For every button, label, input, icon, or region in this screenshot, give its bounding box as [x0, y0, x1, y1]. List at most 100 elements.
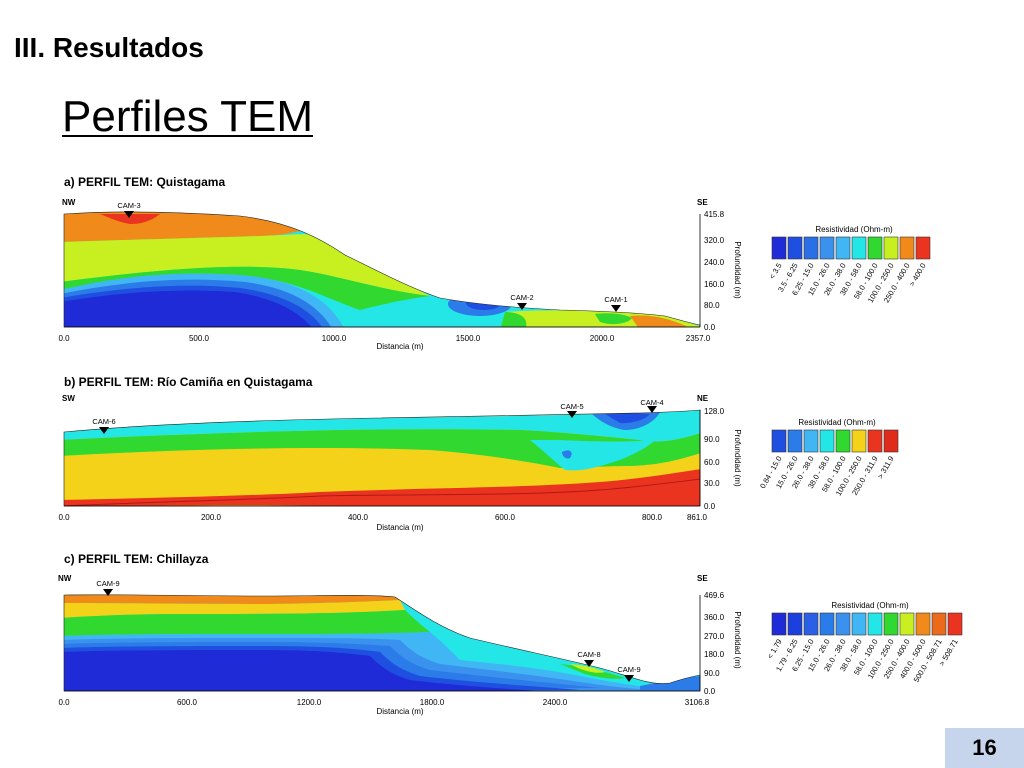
legend-title: Resistividad (Ohm-m) [815, 225, 893, 234]
x-tick-label: 600.0 [495, 513, 516, 522]
legend-swatch [883, 429, 899, 453]
legend-swatch [771, 236, 787, 260]
x-tick-label: 1000.0 [322, 334, 347, 343]
legend-swatch [867, 236, 883, 260]
depth-tick-label: 90.0 [704, 435, 720, 444]
legend-swatch [819, 236, 835, 260]
legend-swatch [851, 612, 867, 636]
legend-swatch [787, 429, 803, 453]
depth-tick-label: 30.0 [704, 479, 720, 488]
legend-swatch [771, 612, 787, 636]
legend-swatch [835, 612, 851, 636]
station-label: CAM-3 [117, 201, 140, 210]
depth-tick-label: 0.0 [704, 687, 716, 696]
depth-tick-label: 60.0 [704, 458, 720, 467]
x-tick-label: 0.0 [58, 513, 70, 522]
x-tick-label: 800.0 [642, 513, 663, 522]
profile-c-title: c) PERFIL TEM: Chillayza [64, 552, 209, 566]
legend-swatch [883, 612, 899, 636]
profile-a: a) PERFIL TEM: Quistagama NW SE [58, 175, 931, 351]
legend-swatch [883, 236, 899, 260]
main-title: Perfiles TEM [62, 92, 314, 141]
station-marker [584, 660, 594, 667]
station-label: CAM-8 [577, 650, 600, 659]
legend-swatch [947, 612, 963, 636]
page-number: 16 [972, 735, 997, 760]
depth-tick-label: 0.0 [704, 502, 716, 511]
profile-b-right-dir: NE [697, 394, 709, 403]
profile-b-left-dir: SW [62, 394, 75, 403]
depth-tick-label: 128.0 [704, 407, 725, 416]
profile-c: c) PERFIL TEM: Chillayza NW SE CAM-9 CAM… [58, 552, 963, 716]
x-tick-label: 1500.0 [456, 334, 481, 343]
x-axis-label: Distancia (m) [376, 707, 423, 716]
legend-swatch [803, 236, 819, 260]
profile-b: b) PERFIL TEM: Río Camiña en Quistagama … [58, 375, 899, 532]
station-marker [103, 589, 113, 596]
legend-swatch [899, 612, 915, 636]
legend-swatch [899, 236, 915, 260]
x-tick-label: 500.0 [189, 334, 210, 343]
x-tick-label: 2400.0 [543, 698, 568, 707]
station-marker [611, 305, 621, 312]
profile-c-section [64, 594, 700, 691]
station-label: CAM-9 [96, 579, 119, 588]
profile-a-left-dir: NW [62, 198, 76, 207]
station-label: CAM-6 [92, 417, 115, 426]
legend-swatch [851, 429, 867, 453]
legend-swatch [771, 429, 787, 453]
x-tick-label: 200.0 [201, 513, 222, 522]
depth-tick-label: 180.0 [704, 650, 725, 659]
depth-axis-label: Profundidad (m) [733, 611, 742, 669]
x-tick-label: 1200.0 [297, 698, 322, 707]
section-title: III. Resultados [14, 32, 204, 63]
legend-swatch [867, 429, 883, 453]
x-tick-label: 0.0 [58, 698, 70, 707]
profile-a-title: a) PERFIL TEM: Quistagama [64, 175, 225, 189]
profile-a-right-dir: SE [697, 198, 708, 207]
station-label: CAM-2 [510, 293, 533, 302]
x-tick-label: 3106.8 [685, 698, 710, 707]
legend-title: Resistividad (Ohm-m) [831, 601, 909, 610]
profile-c-left-dir: NW [58, 574, 72, 583]
station-marker [567, 411, 577, 418]
station-label: CAM-4 [640, 398, 663, 407]
depth-tick-label: 160.0 [704, 280, 725, 289]
legend-a: Resistividad (Ohm-m) < 3.53.5 - 6.256.25… [767, 225, 931, 304]
legend-swatch [931, 612, 947, 636]
depth-tick-label: 469.6 [704, 591, 725, 600]
profile-a-section [64, 211, 700, 327]
depth-axis-label: Profundidad (m) [733, 429, 742, 487]
x-tick-label: 2000.0 [590, 334, 615, 343]
depth-tick-label: 320.0 [704, 236, 725, 245]
legend-swatch [819, 612, 835, 636]
legend-swatch [803, 612, 819, 636]
legend-swatch [787, 236, 803, 260]
depth-tick-label: 360.0 [704, 613, 725, 622]
legend-swatch [787, 612, 803, 636]
x-tick-label: 1800.0 [420, 698, 445, 707]
legend-swatch [819, 429, 835, 453]
x-axis-label: Distancia (m) [376, 342, 423, 351]
x-tick-label: 861.0 [687, 513, 708, 522]
depth-axis-label: Profundidad (m) [733, 241, 742, 299]
legend-swatch [851, 236, 867, 260]
profile-b-section [64, 410, 700, 506]
station-label: CAM-1 [604, 295, 627, 304]
x-tick-label: 600.0 [177, 698, 198, 707]
depth-tick-label: 415.8 [704, 210, 725, 219]
profile-c-right-dir: SE [697, 574, 708, 583]
station-marker [647, 406, 657, 413]
legend-swatch [915, 612, 931, 636]
legend-swatch [915, 236, 931, 260]
legend-swatch [835, 429, 851, 453]
depth-tick-label: 0.0 [704, 323, 716, 332]
legend-c: Resistividad (Ohm-m) < 1.791.79 - 6.256.… [765, 601, 963, 684]
legend-title: Resistividad (Ohm-m) [798, 418, 876, 427]
station-marker [517, 303, 527, 310]
depth-tick-label: 90.0 [704, 669, 720, 678]
profile-b-title: b) PERFIL TEM: Río Camiña en Quistagama [64, 375, 313, 389]
station-marker [99, 427, 109, 434]
station-label: CAM-9 [617, 665, 640, 674]
